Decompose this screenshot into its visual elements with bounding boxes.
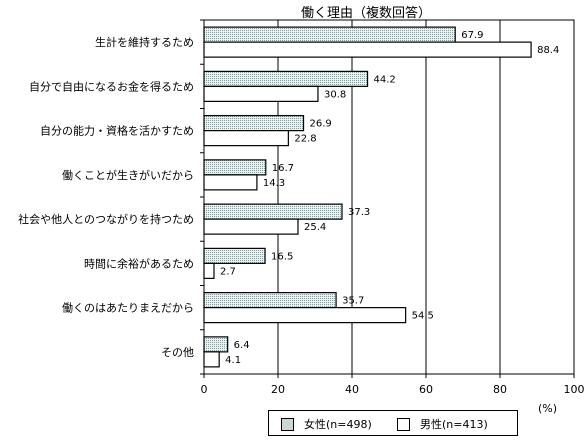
bar-female <box>203 292 337 309</box>
data-label: 2.7 <box>220 266 236 277</box>
bar-male <box>203 351 220 368</box>
data-label: 88.4 <box>537 45 559 56</box>
x-tick-label: 40 <box>345 383 359 396</box>
x-tick-label: 60 <box>419 383 433 396</box>
bar-male <box>203 307 407 324</box>
bar-male <box>203 41 532 58</box>
data-label: 35.7 <box>342 296 364 307</box>
data-label: 26.9 <box>310 119 332 130</box>
data-label: 4.1 <box>225 355 241 366</box>
x-axis-unit: (%) <box>538 402 558 415</box>
category-label: 自分で自由になるお金を得るため <box>29 79 194 93</box>
bar-male <box>203 85 319 102</box>
bar-female <box>203 70 369 87</box>
category-label: 社会や他人とのつながりを持つため <box>18 212 194 226</box>
legend-label-male: 男性(n=413) <box>420 418 488 431</box>
legend: 女性(n=498) 男性(n=413) <box>268 410 518 436</box>
bar-female <box>203 203 343 220</box>
legend-item-female: 女性(n=498) <box>281 416 372 432</box>
data-label: 6.4 <box>234 340 250 351</box>
legend-swatch-female <box>281 417 294 431</box>
bar-female <box>203 247 266 264</box>
data-label: 37.3 <box>348 207 370 218</box>
data-label: 16.5 <box>271 251 293 262</box>
bar-male <box>203 174 258 191</box>
bar-female <box>203 26 456 43</box>
data-label: 44.2 <box>374 74 396 85</box>
x-tick-label: 100 <box>564 383 585 396</box>
data-label: 16.7 <box>272 163 294 174</box>
x-tick-label: 80 <box>493 383 507 396</box>
data-label: 25.4 <box>304 222 326 233</box>
category-label: 時間に余裕があるため <box>84 256 194 270</box>
data-label: 54.5 <box>412 311 434 322</box>
category-label: 生計を維持するため <box>95 35 194 49</box>
data-label: 30.8 <box>324 89 346 100</box>
bar-male <box>203 218 299 235</box>
category-label: 働くことが生きがいだから <box>62 168 194 182</box>
data-label: 14.3 <box>263 178 285 189</box>
legend-item-male: 男性(n=413) <box>397 416 488 432</box>
bar-female <box>203 115 305 132</box>
data-label: 22.8 <box>294 134 316 145</box>
chart-title: 働く理由（複数回答） <box>301 6 432 21</box>
legend-swatch-male <box>397 417 410 431</box>
category-label: 自分の能力・資格を活かすため <box>40 124 194 138</box>
category-label: 働くのはあたりまえだから <box>62 302 194 315</box>
bar-male <box>203 262 215 279</box>
x-tick-label: 0 <box>201 383 208 396</box>
bar-male <box>203 130 289 147</box>
bar-female <box>203 336 229 353</box>
category-label: その他 <box>161 346 194 359</box>
legend-label-female: 女性(n=498) <box>304 418 372 431</box>
data-label: 67.9 <box>461 30 483 41</box>
x-tick-label: 20 <box>271 383 285 396</box>
bar-female <box>203 159 267 176</box>
